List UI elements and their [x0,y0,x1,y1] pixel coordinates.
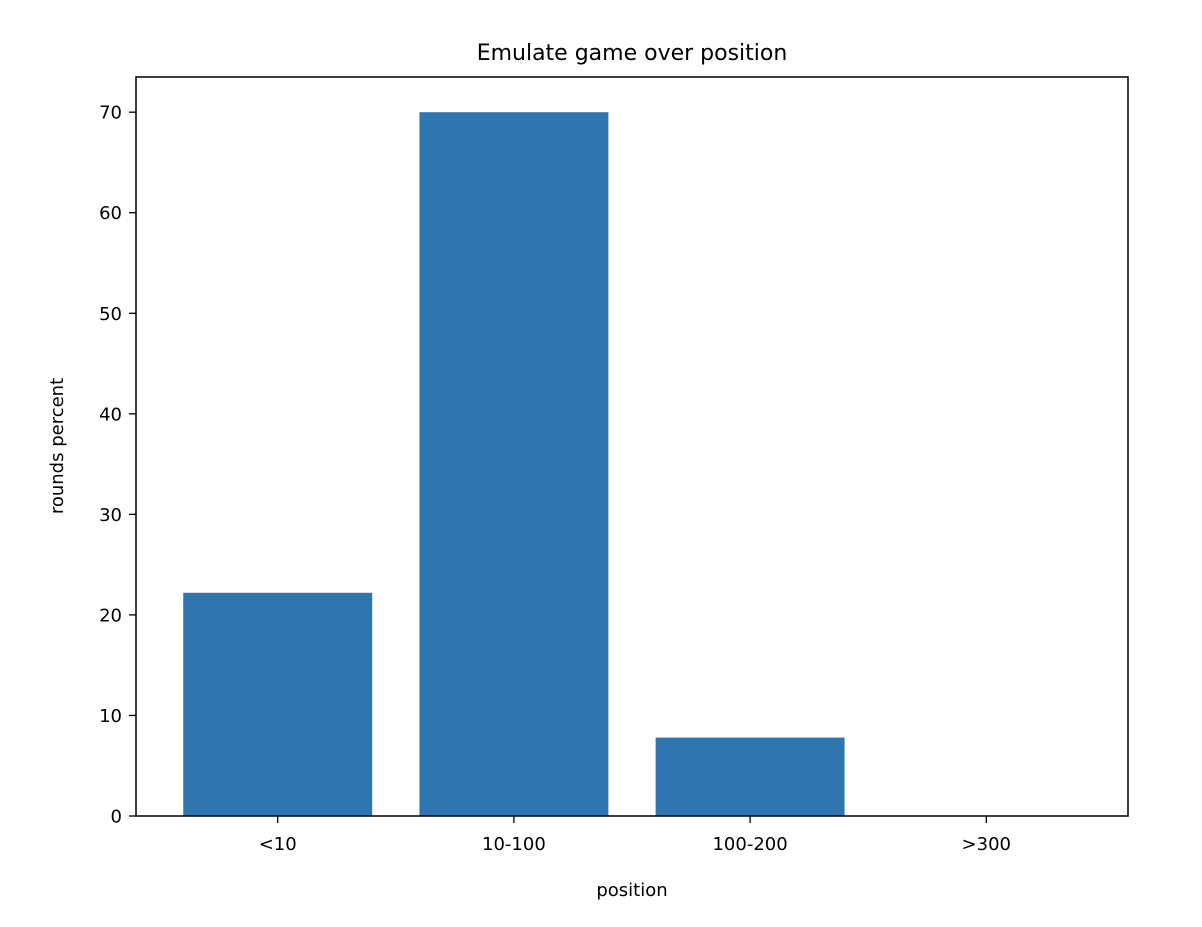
y-ticks-layer: 0 10 20 30 40 50 60 70 [99,103,136,828]
y-tick-label-0: 0 [111,807,122,828]
chart-title: Emulate game over position [477,41,788,66]
y-tick-label-3: 30 [99,505,122,526]
y-tick-label-5: 50 [99,304,122,325]
bar-0 [183,592,373,816]
x-tick-label-0: <10 [259,834,297,855]
bars-layer [183,112,845,816]
y-tick-label-7: 70 [99,103,122,124]
bar-2 [655,737,845,816]
x-axis-label: position [596,880,667,901]
bar-1 [419,112,609,816]
y-tick-label-2: 20 [99,605,122,626]
x-tick-label-2: 100-200 [712,834,787,855]
x-tick-label-3: >300 [962,834,1011,855]
y-tick-label-4: 40 [99,404,122,425]
x-ticks-layer: <10 10-100 100-200 >300 [259,816,1011,855]
plot-frame [135,76,1129,817]
y-tick-label-1: 10 [99,706,122,727]
y-tick-label-6: 60 [99,203,122,224]
y-axis-label: rounds percent [47,378,68,514]
x-tick-label-1: 10-100 [482,834,546,855]
